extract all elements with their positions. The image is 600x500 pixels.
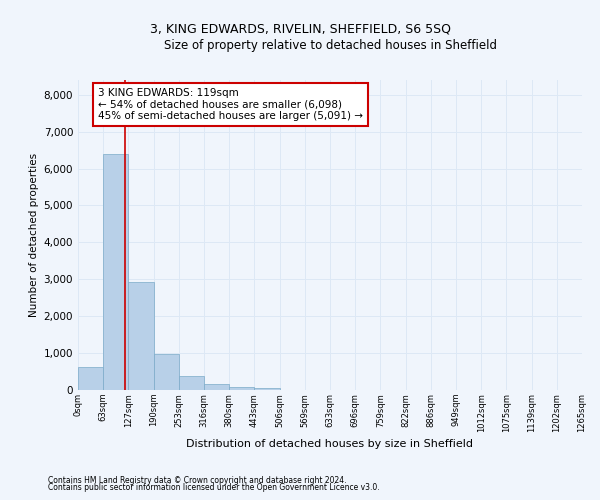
Bar: [254, 388, 280, 390]
Bar: [128, 282, 154, 390]
Bar: [179, 376, 204, 390]
Title: Size of property relative to detached houses in Sheffield: Size of property relative to detached ho…: [163, 40, 497, 52]
Y-axis label: Number of detached properties: Number of detached properties: [29, 153, 40, 317]
Text: 3, KING EDWARDS, RIVELIN, SHEFFIELD, S6 5SQ: 3, KING EDWARDS, RIVELIN, SHEFFIELD, S6 …: [149, 22, 451, 36]
Bar: [229, 387, 254, 390]
Bar: [78, 367, 103, 390]
X-axis label: Distribution of detached houses by size in Sheffield: Distribution of detached houses by size …: [187, 438, 473, 448]
Text: 3 KING EDWARDS: 119sqm
← 54% of detached houses are smaller (6,098)
45% of semi-: 3 KING EDWARDS: 119sqm ← 54% of detached…: [98, 88, 363, 121]
Bar: [204, 384, 229, 390]
Text: Contains public sector information licensed under the Open Government Licence v3: Contains public sector information licen…: [48, 484, 380, 492]
Text: Contains HM Land Registry data © Crown copyright and database right 2024.: Contains HM Land Registry data © Crown c…: [48, 476, 347, 485]
Bar: [103, 154, 128, 390]
Bar: [154, 354, 179, 390]
